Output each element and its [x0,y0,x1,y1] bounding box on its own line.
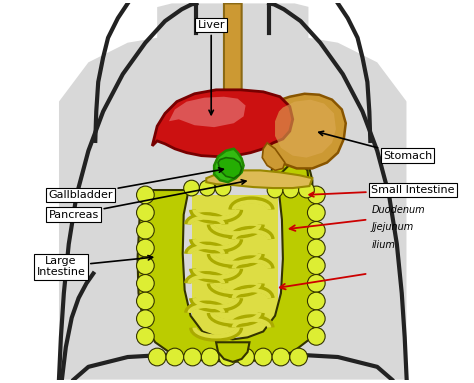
Circle shape [200,180,215,196]
Circle shape [308,327,325,345]
Polygon shape [214,3,252,139]
Text: Small Intestine: Small Intestine [310,185,455,197]
Text: Jjejunum: Jjejunum [371,223,413,232]
Polygon shape [137,157,319,362]
Polygon shape [262,143,285,170]
Circle shape [137,186,154,204]
Circle shape [201,348,219,366]
Text: Liver: Liver [198,20,225,115]
Polygon shape [265,94,346,169]
Circle shape [308,204,325,221]
Polygon shape [0,3,157,380]
Text: ilium: ilium [371,240,395,250]
Circle shape [308,257,325,275]
Circle shape [166,348,184,366]
Circle shape [148,348,166,366]
Polygon shape [309,3,465,380]
Circle shape [184,348,201,366]
Polygon shape [206,170,312,188]
Polygon shape [218,158,242,178]
Circle shape [308,186,325,204]
Polygon shape [275,100,336,158]
Circle shape [308,292,325,310]
Circle shape [137,310,154,327]
Text: Large
Intestine: Large Intestine [36,255,153,277]
Circle shape [184,180,200,196]
Circle shape [137,327,154,345]
Circle shape [283,182,299,198]
Circle shape [137,204,154,221]
Polygon shape [191,195,278,337]
Circle shape [255,348,272,366]
Circle shape [137,221,154,239]
Circle shape [267,182,283,198]
Circle shape [215,180,231,196]
Text: Stomach: Stomach [319,131,432,160]
Circle shape [308,310,325,327]
Circle shape [272,348,290,366]
Circle shape [137,275,154,292]
Circle shape [308,275,325,292]
Circle shape [308,239,325,257]
Circle shape [237,348,255,366]
Circle shape [137,292,154,310]
Polygon shape [169,97,246,127]
Text: Duodenum: Duodenum [371,205,425,215]
Text: Gallbladder: Gallbladder [48,168,223,200]
Polygon shape [216,342,249,362]
Circle shape [299,182,314,198]
Circle shape [137,239,154,257]
Polygon shape [214,149,244,182]
Circle shape [137,257,154,275]
Text: Pancreas: Pancreas [48,180,246,219]
Polygon shape [59,3,407,380]
Circle shape [219,348,237,366]
Circle shape [308,221,325,239]
Circle shape [290,348,308,366]
Polygon shape [152,90,293,157]
